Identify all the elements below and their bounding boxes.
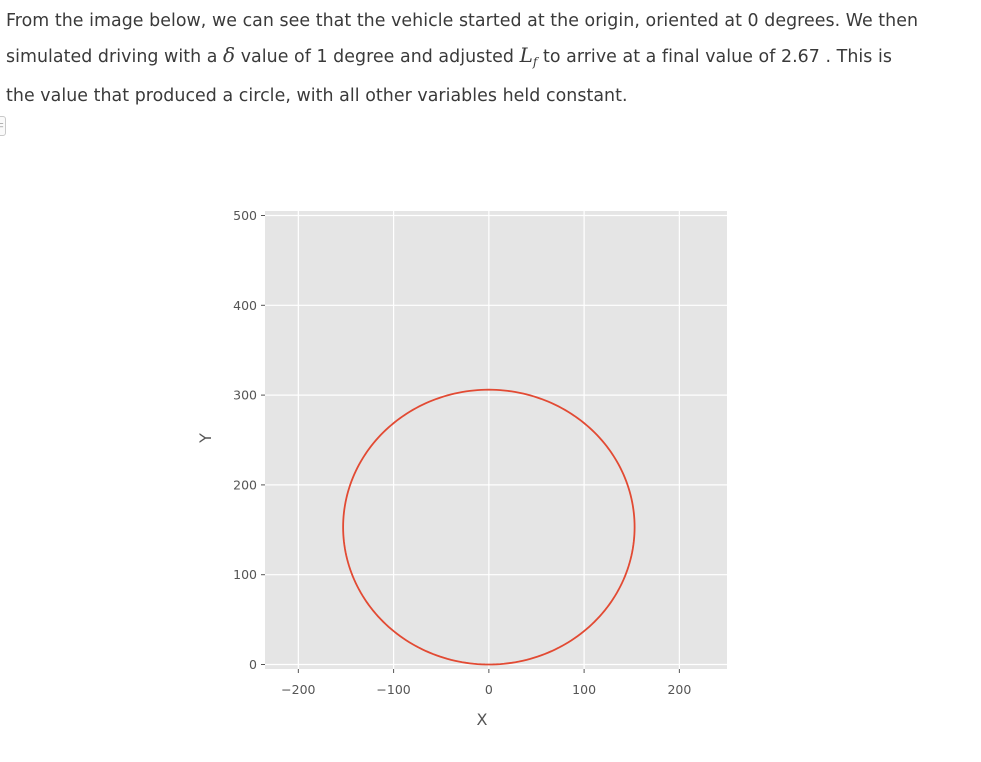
collapse-output-button[interactable]: ⊂ — [0, 116, 6, 136]
lf-symbol-subscript: f — [532, 55, 538, 69]
paragraph-text: value of 1 degree and adjusted — [235, 47, 520, 67]
trajectory-line — [342, 388, 636, 666]
data-series — [342, 388, 636, 666]
y-tick-label: 400 — [233, 298, 257, 313]
lf-symbol-main: L — [519, 43, 533, 67]
x-tick-label: −200 — [281, 682, 315, 697]
paragraph-line-1: From the image below, we can see that th… — [6, 11, 919, 31]
grid-lines — [265, 211, 727, 669]
axis-ticks: −200 −100 0 100 200 0 100 200 300 400 500 — [233, 208, 691, 697]
description-paragraph: From the image below, we can see that th… — [6, 4, 971, 113]
paragraph-line-2: simulated driving with a δ value of 1 de… — [6, 38, 971, 79]
paragraph-text: simulated driving with a — [6, 47, 224, 67]
y-tick-label: 0 — [249, 657, 257, 672]
x-tick-label: 0 — [485, 682, 493, 697]
y-tick-label: 500 — [233, 208, 257, 223]
y-axis-label: Y — [196, 433, 215, 444]
x-tick-label: −100 — [376, 682, 410, 697]
paragraph-line-3: the value that produced a circle, with a… — [6, 86, 628, 106]
y-tick-label: 200 — [233, 477, 257, 492]
paragraph-text: to arrive at a final value of 2.67 . Thi… — [537, 47, 892, 67]
x-tick-label: 200 — [667, 682, 691, 697]
x-tick-label: 100 — [572, 682, 596, 697]
lf-symbol: Lf — [519, 43, 538, 69]
plot-area — [265, 211, 727, 669]
y-tick-label: 100 — [233, 567, 257, 582]
delta-symbol: δ — [223, 43, 236, 67]
y-tick-label: 300 — [233, 388, 257, 403]
x-axis-label: X — [477, 710, 488, 729]
